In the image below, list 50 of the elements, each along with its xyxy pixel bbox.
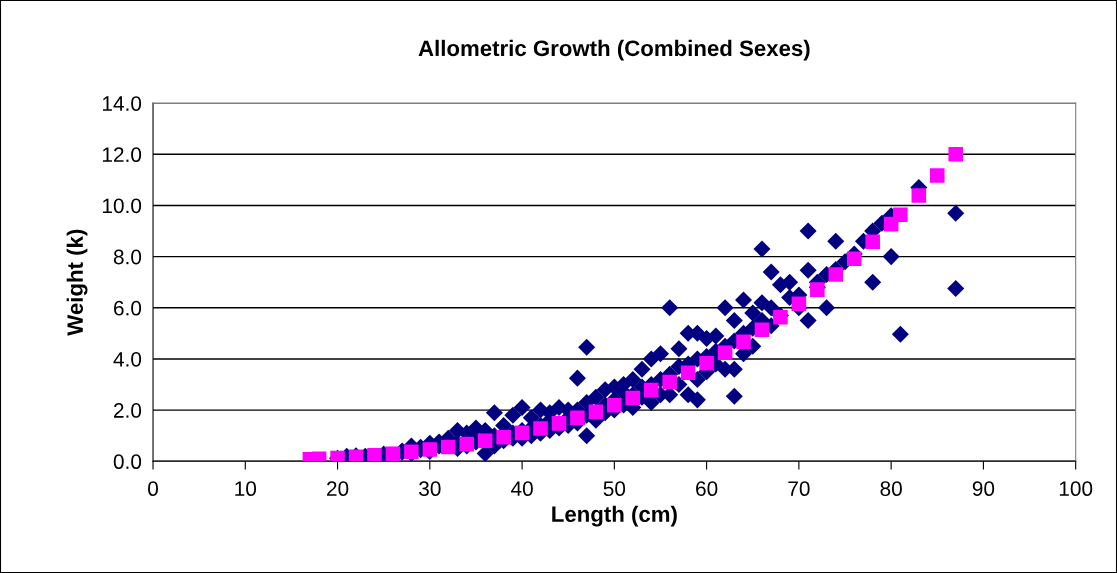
- x-tick-label: 90: [972, 481, 995, 497]
- point: [662, 374, 677, 390]
- x-tick-label: 30: [419, 481, 441, 497]
- x-tick-label: 20: [327, 481, 349, 497]
- x-tick-label: 100: [1059, 481, 1093, 497]
- point: [948, 147, 964, 162]
- x-tick-label: 0: [148, 481, 159, 497]
- point: [893, 207, 908, 222]
- point: [699, 356, 714, 371]
- point: [865, 234, 880, 250]
- point: [570, 410, 585, 426]
- x-tick-label: 70: [788, 481, 810, 497]
- y-tick-label: 6.0: [114, 300, 142, 316]
- point: [607, 397, 622, 413]
- point: [680, 365, 696, 381]
- y-tick-label: 2.0: [114, 403, 142, 418]
- x-axis-title: Length (cm): [552, 505, 677, 527]
- point: [754, 322, 770, 338]
- point: [736, 334, 751, 350]
- point: [422, 442, 438, 457]
- point: [929, 168, 945, 183]
- point: [588, 404, 604, 420]
- point: [367, 448, 382, 462]
- point: [477, 433, 493, 449]
- point: [625, 390, 641, 406]
- point: [385, 446, 401, 462]
- chart-title: Allometric Growth (Combined Sexes): [418, 39, 810, 61]
- point: [846, 251, 862, 266]
- point: [551, 416, 567, 431]
- x-tick-label: 40: [510, 481, 533, 497]
- y-tick-label: 4.0: [113, 351, 142, 367]
- x-tick-label: 80: [880, 481, 902, 497]
- point: [911, 188, 927, 203]
- x-tick-label: 50: [603, 481, 626, 497]
- y-tick-label: 0.0: [113, 454, 142, 470]
- y-tick-label: 8.0: [113, 249, 142, 265]
- point: [791, 296, 807, 311]
- x-tick-label: 60: [696, 481, 718, 497]
- y-tick-label: 10.0: [102, 198, 142, 214]
- point: [643, 382, 659, 398]
- point: [533, 421, 548, 436]
- y-tick-label: 12.0: [102, 147, 142, 163]
- point: [717, 345, 733, 361]
- point: [496, 429, 511, 445]
- point: [828, 267, 844, 282]
- x-tick-label: 10: [235, 481, 257, 497]
- y-axis-title: Weight (k): [66, 229, 88, 336]
- point: [440, 439, 456, 455]
- y-tick-label: 14.0: [102, 96, 142, 111]
- point: [810, 282, 825, 297]
